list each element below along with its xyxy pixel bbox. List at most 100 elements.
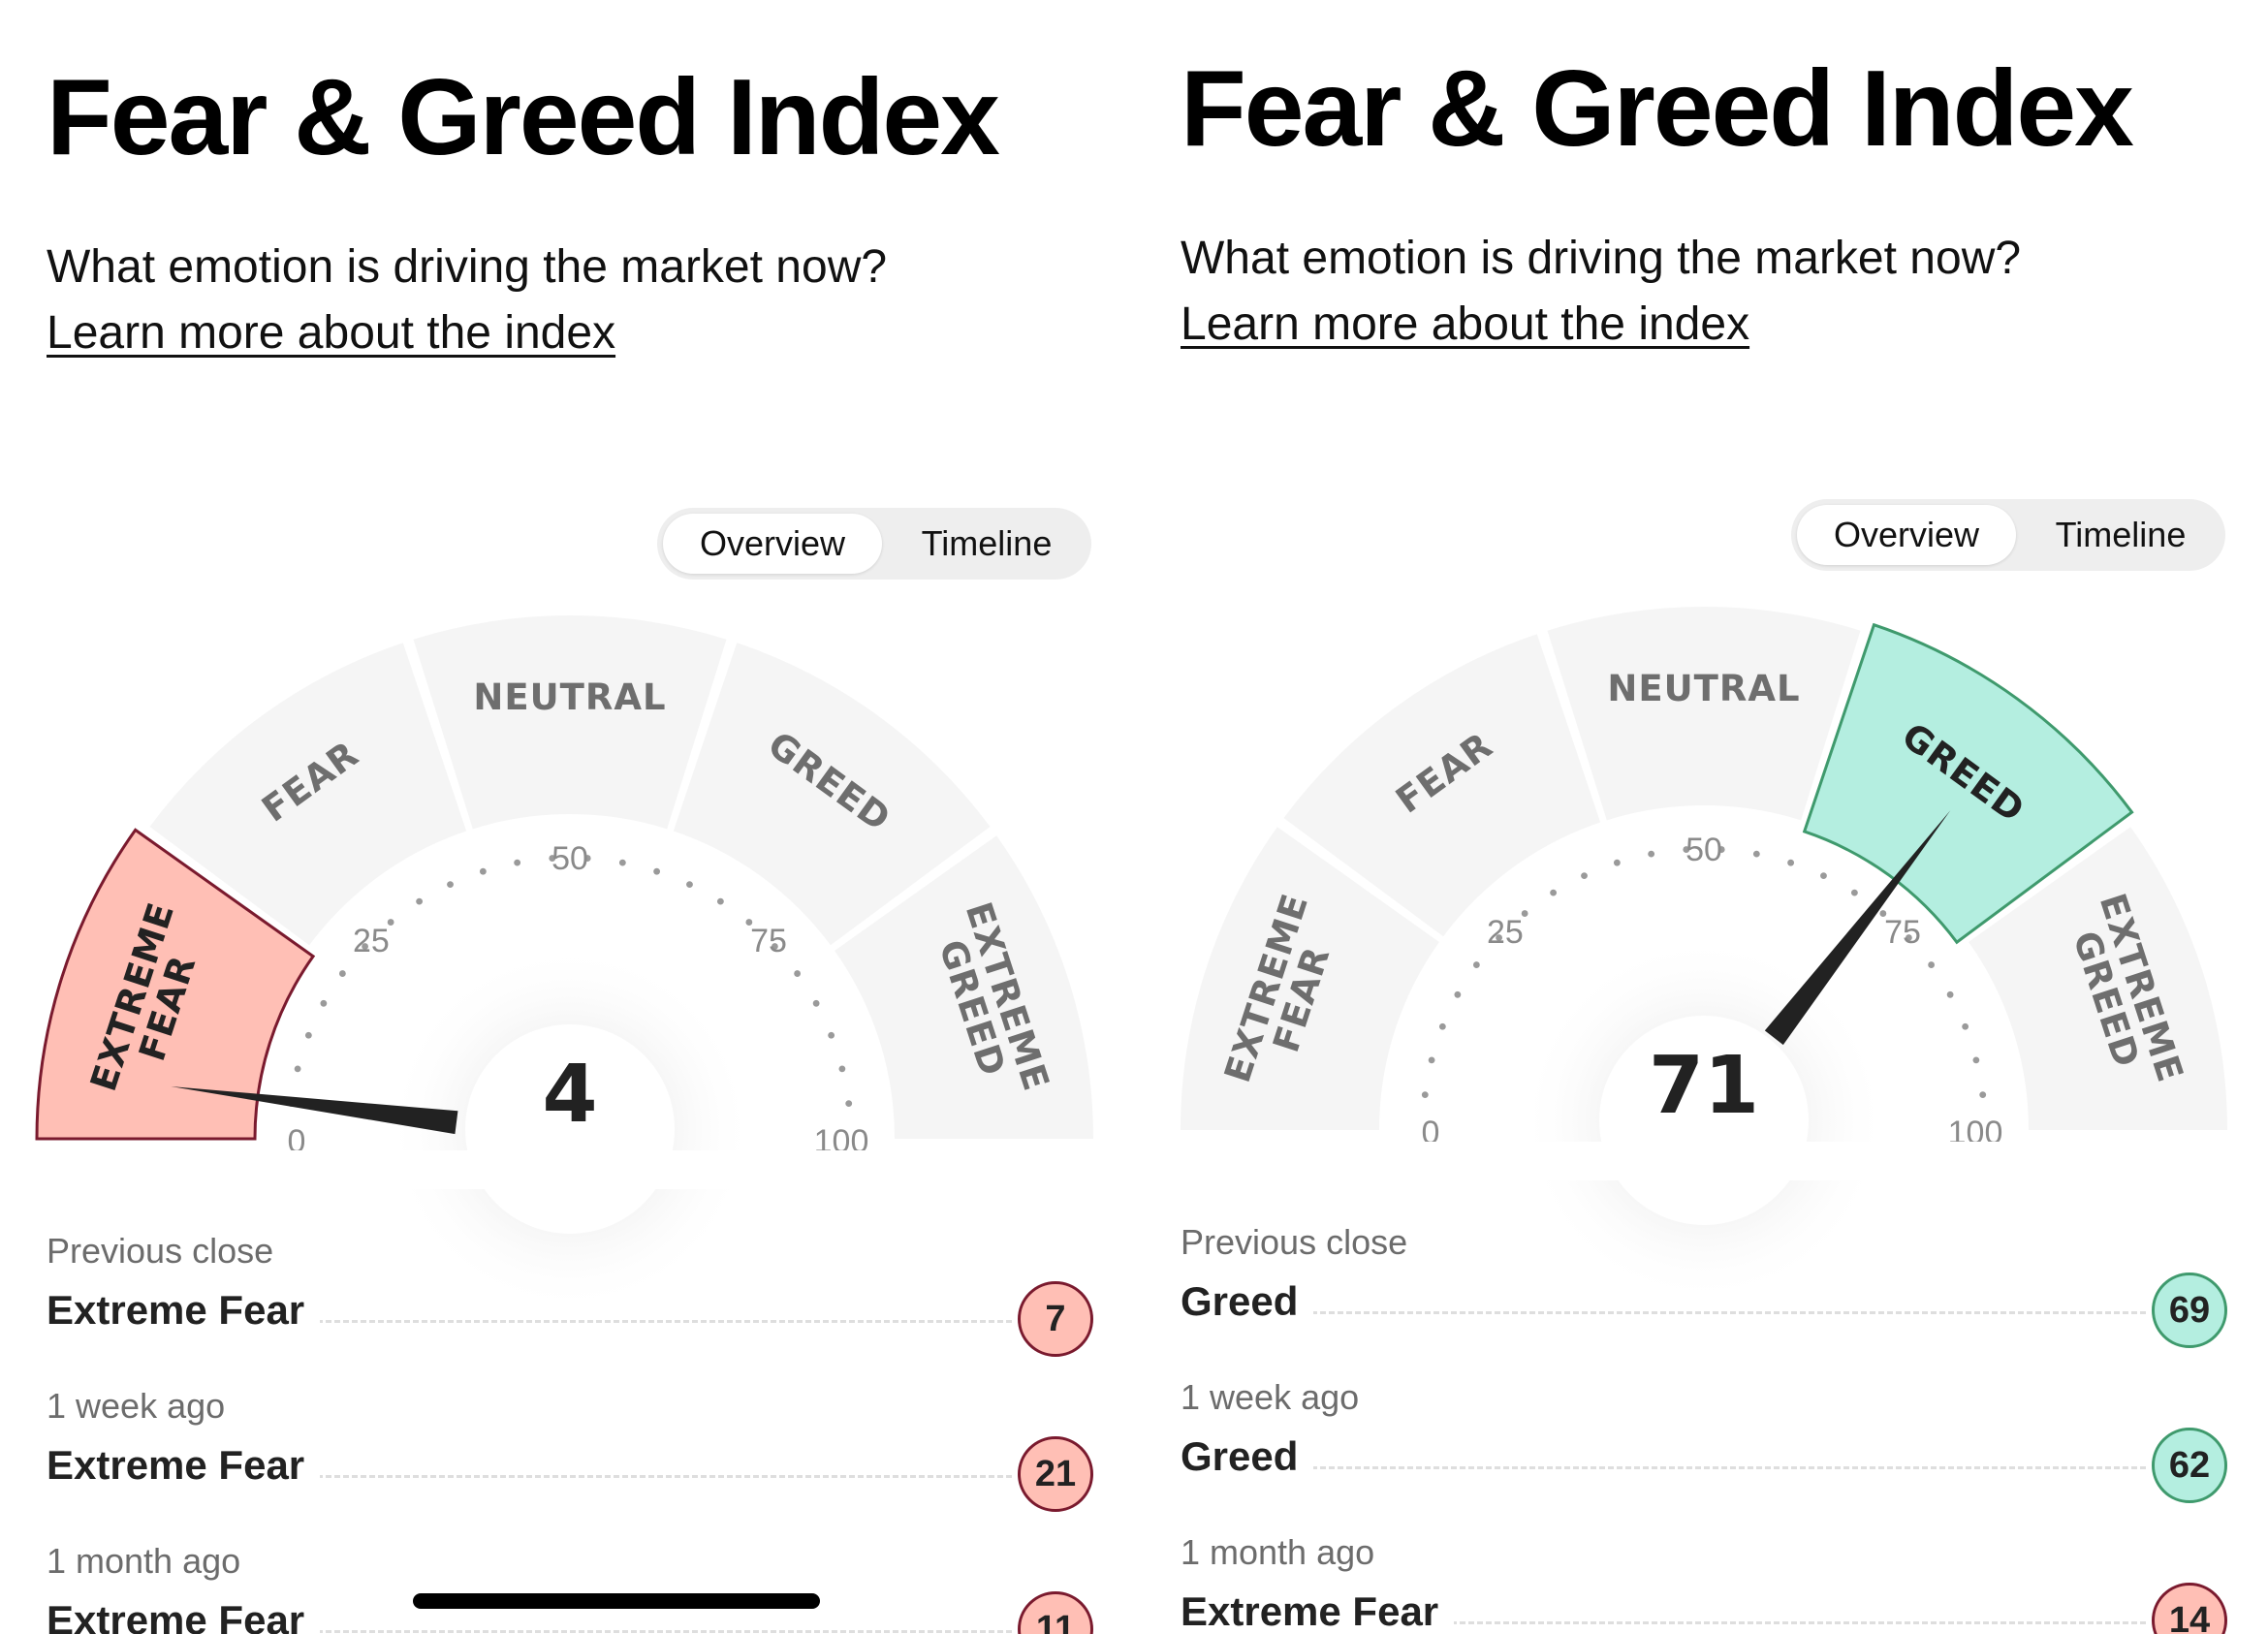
- history-period: 1 month ago: [47, 1541, 241, 1581]
- history-score-badge: 7: [1018, 1281, 1093, 1357]
- gauge-segment-extreme-fear: [1181, 827, 1439, 1130]
- scale-dot: [838, 1065, 846, 1073]
- dotted-leader: [1181, 1466, 2146, 1469]
- page-subtitle: What emotion is driving the market now?: [47, 241, 888, 293]
- gauge-segment-fear: [1283, 634, 1601, 937]
- scale-dot: [362, 943, 368, 950]
- scale-dot: [1613, 859, 1621, 866]
- scale-label: 50: [551, 840, 588, 877]
- history-score-badge: 21: [1018, 1436, 1093, 1512]
- gauge-segment-greed: [1802, 622, 2134, 945]
- history-row-1-week-ago: 1 week ago Greed 62: [1181, 1369, 2227, 1524]
- scale-dot: [1421, 1091, 1429, 1099]
- tab-timeline[interactable]: Timeline: [921, 523, 1053, 563]
- page-title: Fear & Greed Index: [47, 57, 1000, 177]
- history-row-1-month-ago: 1 month ago Extreme Fear 11: [47, 1533, 1093, 1634]
- scale-label: 25: [1487, 914, 1524, 951]
- gauge-segment-neutral: [413, 615, 727, 830]
- gauge-segment-extreme-greed: [1969, 827, 2227, 1130]
- scale-dot: [1648, 850, 1655, 858]
- gauge-label-text: NEUTRAL: [473, 676, 666, 718]
- gauge-label-neutral: NEUTRAL: [473, 676, 666, 718]
- history-row-previous-close: Previous close Extreme Fear 7: [47, 1223, 1093, 1378]
- scale-dot: [320, 999, 328, 1007]
- scale-dot: [686, 881, 693, 889]
- history-score-badge: 11: [1018, 1591, 1093, 1634]
- scale-dot: [745, 919, 753, 926]
- dotted-leader: [47, 1630, 1012, 1633]
- view-toggle: Overview Timeline: [657, 508, 1091, 580]
- tab-overview[interactable]: Overview: [1797, 505, 2016, 565]
- fear-greed-panel-left: Fear & Greed Index What emotion is drivi…: [35, 0, 1093, 1634]
- scale-dot: [294, 1065, 301, 1073]
- gauge-needle: [171, 1085, 458, 1135]
- learn-more-link[interactable]: Learn more about the index: [47, 307, 616, 359]
- scale-dot: [794, 970, 802, 977]
- history-period: 1 month ago: [1181, 1532, 1375, 1572]
- history-rating: Extreme Fear: [47, 1442, 321, 1489]
- scale-dot: [1820, 872, 1827, 880]
- page-subtitle: What emotion is driving the market now?: [1181, 233, 2022, 284]
- scale-dot: [812, 999, 820, 1007]
- scale-dot: [1972, 1056, 1980, 1064]
- scale-label: 25: [353, 923, 390, 959]
- scale-label: 75: [1884, 914, 1921, 951]
- gauge-label-text: NEUTRAL: [1607, 668, 1800, 709]
- scale-dot: [1962, 1022, 1969, 1030]
- scale-dot: [1550, 889, 1558, 896]
- scale-dot: [1683, 846, 1690, 853]
- dotted-leader: [1181, 1311, 2146, 1314]
- scale-dot: [828, 1031, 835, 1039]
- scale-dot: [1438, 1022, 1446, 1030]
- dotted-leader: [47, 1475, 1012, 1478]
- history-period: Previous close: [1181, 1222, 1408, 1262]
- scale-dot: [514, 859, 521, 866]
- scale-dot: [845, 1100, 853, 1108]
- scale-dot: [1787, 859, 1795, 866]
- history-rating: Extreme Fear: [1181, 1588, 1455, 1634]
- gauge-label-neutral: NEUTRAL: [1607, 668, 1800, 709]
- history-row-previous-close: Previous close Greed 69: [1181, 1214, 2227, 1369]
- fear-greed-gauge: EXTREMEFEARFEARNEUTRALGREEDEXTREMEGREED0…: [35, 615, 1093, 1313]
- scale-dot: [387, 919, 394, 926]
- scale-dot: [304, 1031, 312, 1039]
- history-row-1-week-ago: 1 week ago Extreme Fear 21: [47, 1378, 1093, 1533]
- scale-dot: [1850, 889, 1858, 896]
- tab-overview[interactable]: Overview: [663, 514, 882, 574]
- scale-dot: [338, 970, 346, 977]
- scale-dot: [479, 867, 487, 875]
- panel-content: Fear & Greed Index What emotion is drivi…: [1181, 0, 2227, 1634]
- scale-dot: [1946, 990, 1954, 998]
- history-score-badge: 69: [2152, 1273, 2227, 1348]
- history-score-badge: 14: [2152, 1583, 2227, 1634]
- learn-more-link[interactable]: Learn more about the index: [1181, 299, 1750, 350]
- gauge-segment-neutral: [1547, 607, 1861, 821]
- scale-label: 50: [1685, 832, 1722, 868]
- dotted-leader: [1181, 1621, 2146, 1624]
- tab-timeline[interactable]: Timeline: [2055, 515, 2187, 554]
- scale-dot: [1496, 934, 1502, 941]
- history-period: 1 week ago: [47, 1386, 226, 1426]
- scale-dot: [1521, 910, 1528, 917]
- history-rating: Extreme Fear: [47, 1287, 321, 1334]
- history-rating: Extreme Fear: [47, 1597, 321, 1634]
- scale-dot: [772, 943, 778, 950]
- scale-dot: [1979, 1091, 1987, 1099]
- history-rating: Greed: [1181, 1433, 1314, 1480]
- scale-dot: [1472, 961, 1480, 968]
- scale-dot: [583, 855, 591, 862]
- panel-content: Fear & Greed Index What emotion is drivi…: [35, 0, 1093, 1634]
- scale-dot: [447, 881, 454, 889]
- history-period: 1 week ago: [1181, 1377, 1360, 1417]
- history-period: Previous close: [47, 1231, 274, 1271]
- fear-greed-panel-right: Fear & Greed Index What emotion is drivi…: [1134, 0, 2268, 1634]
- scale-dot: [1906, 934, 1912, 941]
- home-indicator-bar: [413, 1593, 820, 1609]
- fear-greed-gauge: EXTREMEFEARFEARNEUTRALGREEDEXTREMEGREED0…: [1181, 607, 2227, 1304]
- scale-dot: [653, 867, 661, 875]
- history-rating: Greed: [1181, 1278, 1314, 1325]
- scale-dot: [1928, 961, 1936, 968]
